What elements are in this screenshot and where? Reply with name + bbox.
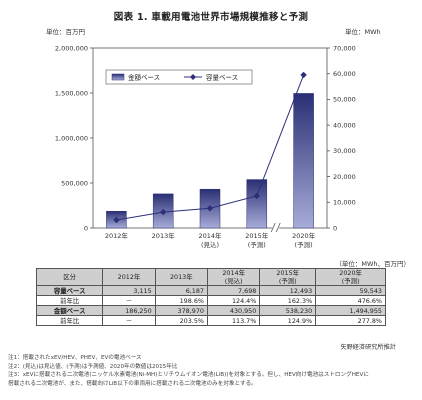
row-label: 容量ベース [35,285,104,296]
table-row: 前年比 － 198.6% 124.4% 162.3% 476.6% [35,295,386,306]
table-header-cell: 2014年 (見込) [206,268,261,286]
source-note: 矢野経済研究所推計 [340,344,396,351]
x-tick-label: 2012年 [105,231,129,240]
table-cell: 12,493 [259,285,317,296]
right-tick-label: 70,000 [333,44,356,52]
table-cell: 59,543 [315,285,386,296]
right-tick-label: 40,000 [333,121,356,129]
line-point [160,208,167,216]
page-title: 図表 1. 車載用電池世界市場規模推移と予測 [113,12,309,23]
row-label: 前年比 [35,315,104,326]
table-header-cell: 区分 [35,268,104,286]
line-point [113,216,120,224]
left-tick-label: 1,500,000 [55,89,88,97]
table-header-cell: 2012年 [102,268,156,286]
table-header-row: 区分 2012年 2013年 2014年 (見込) 2015年 (予測) 2020年… [35,268,386,286]
footnote: 注3：xEVに搭載される二次電池(ニッケル水素電池(Ni-MH)とリチウムイオン… [8,372,369,378]
table-header-cell: 2015年 (予測) [259,268,317,286]
left-tick-label: 1,000,000 [55,134,88,142]
right-tick-label: 60,000 [333,70,356,78]
table-cell: 378,970 [154,305,208,316]
table-cell: 3,115 [102,285,156,296]
left-tick-label: 2,000,000 [55,44,88,52]
data-table: 区分 2012年 2013年 2014年 (見込) 2015年 (予測) 2020年… [35,268,386,326]
footnote: 搭載される二次電池が、また、搭載向けLiB以下の車両用に搭載される二次電池のみを… [8,380,257,387]
line-point [300,71,307,79]
axis-break-gap [272,224,280,233]
table-header-cell: 2020年 (予測) [315,268,386,286]
x-tick-label: 2020年 [292,231,316,240]
x-tick-label: (予測) [295,240,313,249]
table-row: 前年比 － 203.5% 113.7% 124.9% 277.8% [35,315,386,326]
right-tick-label: 30,000 [333,147,356,155]
table-cell: 162.3% [259,295,317,306]
table-cell: 186,250 [102,305,156,316]
bar [293,93,314,229]
left-axis-label: 単位：百万円 [46,27,85,36]
right-axis-label: 単位：MWh [345,27,381,36]
row-label: 前年比 [35,295,104,306]
table-header-cell: 2013年 [154,268,208,286]
right-tick-label: 20,000 [333,173,356,181]
table-cell: 538,230 [259,305,317,316]
table-row: 容量ベース 3,115 6,187 7,698 12,493 59,543 [35,285,386,296]
table-cell: 198.6% [154,295,208,306]
x-tick-label: (見込) [201,240,219,249]
left-tick-label: 500,000 [61,179,88,187]
table-cell: 124.9% [259,315,317,326]
footnote: 注1：搭載されたxEV/HEV、PHEV、EVの電池ベース [8,355,142,361]
table-cell: － [102,295,156,306]
table-unit-note: （単位：MWh、百万円） [335,260,410,268]
table-cell: 7,698 [206,285,261,296]
legend-line-label: 容量ベース [206,73,238,82]
table-cell: 1,494,955 [315,305,386,316]
left-tick-label: 0 [84,224,88,232]
x-tick-label: (予測) [248,240,266,249]
footnote: 注2：(見込)は見込値、(予測)は予測値、2020年の数値は2015年比 [8,363,178,370]
x-tick-label: 2015年 [245,231,269,240]
table-cell: 203.5% [154,315,208,326]
table-cell: 476.6% [315,295,386,306]
table-cell: 6,187 [154,285,208,296]
right-tick-label: 0 [333,224,337,232]
footnotes: 注1：搭載されたxEV/HEV、PHEV、EVの電池ベース 注2：(見込)は見込… [8,354,418,388]
x-tick-label: 2014年 [198,231,222,240]
right-tick-label: 50,000 [333,96,356,104]
legend-box [105,69,253,85]
legend-line-marker [190,74,196,80]
row-label: 金額ベース [35,305,104,316]
axis-break-icon [270,222,281,233]
bar [246,179,268,229]
right-tick-label: 10,000 [333,199,356,207]
table-cell: 277.8% [315,315,386,326]
table-cell: 430,950 [206,305,261,316]
table-cell: 113.7% [206,315,261,326]
legend-bar-swatch [111,73,125,81]
line-point [206,205,214,212]
x-tick-label: 2013年 [152,231,176,240]
legend-bar-label: 金額ベース [128,73,160,82]
chart: 単位：百万円 単位：MWh 0 500,000 1,000,000 1,500,000 2,… [46,27,381,249]
table-cell: 124.4% [206,295,261,306]
table-cell: － [102,315,156,326]
line-point [253,192,260,200]
table-row: 金額ベース 186,250 378,970 430,950 538,230 1,… [35,305,386,316]
